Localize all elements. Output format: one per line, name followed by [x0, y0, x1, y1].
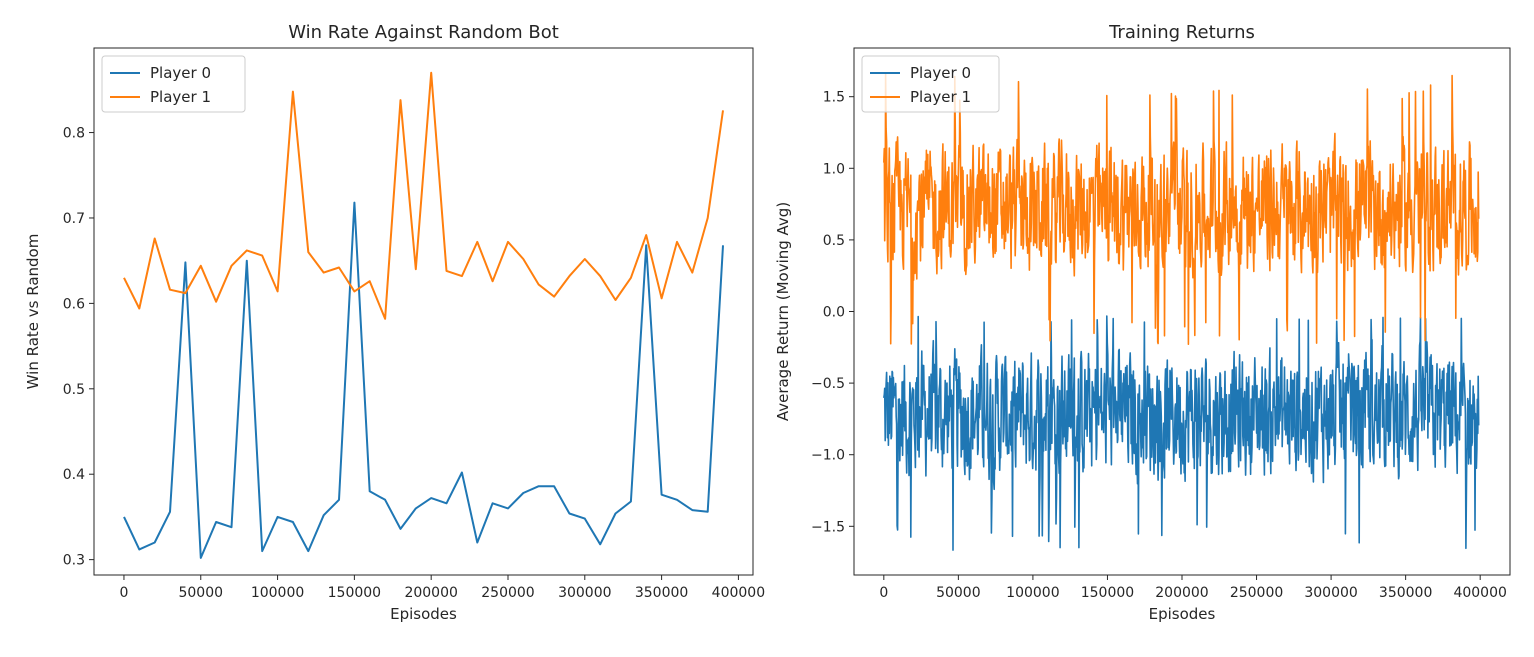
x-tick-label: 350000: [635, 585, 688, 601]
x-tick-label: 250000: [481, 585, 534, 601]
legend-entry: Player 0: [150, 64, 211, 82]
legend-entry: Player 1: [910, 88, 971, 106]
x-tick-label: 350000: [1379, 585, 1432, 601]
win-rate-chart: Win Rate Against Random Bot 0 50000 100000 1…: [24, 22, 765, 623]
y-axis-label: Average Return (Moving Avg): [774, 202, 792, 421]
y-tick-label: 1.0: [823, 161, 845, 177]
chart-title: Win Rate Against Random Bot: [288, 22, 559, 43]
y-tick-label: 0.7: [63, 211, 85, 227]
y-tick-label: 0.3: [63, 553, 85, 569]
x-tick-label: 200000: [404, 585, 457, 601]
y-tick-label: 0.6: [63, 296, 85, 312]
training-returns-chart: Training Returns 0 50000 100000 150000 200000…: [774, 22, 1511, 623]
y-tick-label: 0.0: [823, 305, 845, 321]
series-line-player-0: [883, 315, 1480, 551]
x-axis-label: Episodes: [1149, 605, 1216, 623]
x-tick-label: 300000: [558, 585, 611, 601]
y-axis-label: Win Rate vs Random: [24, 234, 42, 390]
x-tick-label: 150000: [1081, 585, 1134, 601]
x-tick-label: 100000: [251, 585, 304, 601]
axes-frame: [93, 47, 754, 576]
y-tick-label: 0.5: [823, 233, 845, 249]
y-tick-label: 0.8: [63, 126, 85, 142]
y-tick-label: −0.5: [811, 376, 845, 392]
plot-area: [123, 71, 724, 559]
series-line-player-1: [123, 71, 724, 320]
x-tick-label: 0: [119, 585, 128, 601]
chart-title: Training Returns: [1108, 22, 1255, 43]
x-tick-label: 150000: [328, 585, 381, 601]
y-tick-label: −1.5: [811, 519, 845, 535]
x-tick-label: 200000: [1155, 585, 1208, 601]
x-tick-label: 50000: [936, 585, 981, 601]
x-tick-label: 400000: [1453, 585, 1506, 601]
x-tick-label: 300000: [1304, 585, 1357, 601]
y-tick-label: 0.5: [63, 382, 85, 398]
y-tick-label: 1.5: [823, 90, 845, 106]
plot-area: [883, 72, 1480, 551]
series-line-player-1: [883, 72, 1480, 345]
legend-entry: Player 0: [910, 64, 971, 82]
x-tick-label: 0: [879, 585, 888, 601]
y-tick-label: 0.4: [63, 467, 85, 483]
series-line-player-0: [123, 201, 724, 559]
x-tick-label: 100000: [1006, 585, 1059, 601]
legend: Player 0 Player 1: [861, 55, 1000, 113]
x-tick-label: 50000: [178, 585, 223, 601]
legend: Player 0 Player 1: [101, 55, 246, 113]
x-axis-label: Episodes: [390, 605, 457, 623]
y-tick-label: −1.0: [811, 448, 845, 464]
legend-entry: Player 1: [150, 88, 211, 106]
x-tick-label: 250000: [1230, 585, 1283, 601]
x-tick-label: 400000: [712, 585, 765, 601]
